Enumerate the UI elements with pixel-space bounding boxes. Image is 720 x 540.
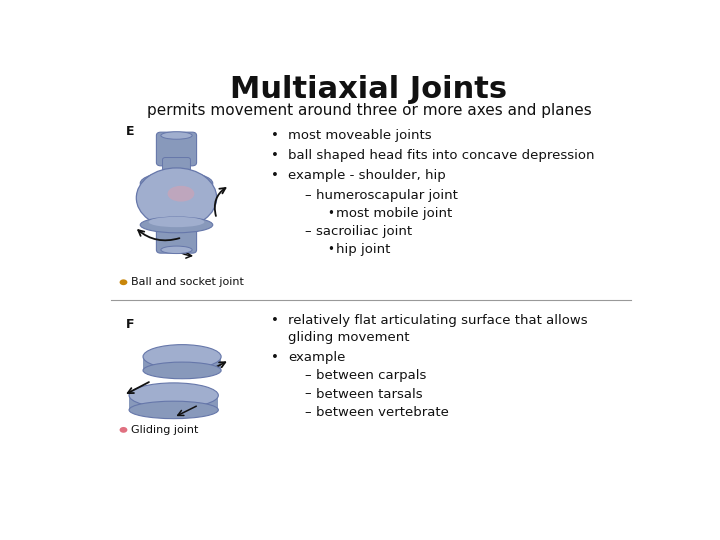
Text: Multiaxial Joints: Multiaxial Joints: [230, 75, 508, 104]
Ellipse shape: [140, 217, 213, 233]
Text: hip joint: hip joint: [336, 243, 390, 256]
Text: •: •: [271, 149, 279, 162]
Ellipse shape: [161, 246, 192, 254]
Circle shape: [136, 168, 217, 228]
Ellipse shape: [143, 362, 221, 379]
Text: permits movement around three or more axes and planes: permits movement around three or more ax…: [147, 103, 591, 118]
Text: example - shoulder, hip: example - shoulder, hip: [288, 169, 446, 182]
Text: F: F: [126, 319, 135, 332]
Text: between carpals: between carpals: [316, 369, 426, 382]
Text: •: •: [271, 351, 279, 364]
FancyBboxPatch shape: [129, 394, 218, 410]
Text: example: example: [288, 351, 346, 364]
FancyBboxPatch shape: [156, 219, 197, 253]
Ellipse shape: [129, 383, 218, 408]
Text: relatively flat articulating surface that allows: relatively flat articulating surface tha…: [288, 314, 588, 327]
Text: Ball and socket joint: Ball and socket joint: [131, 277, 243, 287]
Text: humeroscapular joint: humeroscapular joint: [316, 189, 458, 202]
Text: between vertebrate: between vertebrate: [316, 406, 449, 419]
Text: ball shaped head fits into concave depression: ball shaped head fits into concave depre…: [288, 149, 595, 162]
Text: •: •: [327, 243, 334, 256]
Text: most mobile joint: most mobile joint: [336, 207, 451, 220]
Ellipse shape: [148, 217, 204, 227]
Text: –: –: [305, 388, 312, 401]
Text: Gliding joint: Gliding joint: [131, 425, 198, 435]
Text: •: •: [271, 314, 279, 327]
Text: –: –: [305, 406, 312, 419]
Text: –: –: [305, 369, 312, 382]
Text: between tarsals: between tarsals: [316, 388, 423, 401]
FancyBboxPatch shape: [163, 158, 190, 174]
Text: most moveable joints: most moveable joints: [288, 129, 432, 142]
Text: gliding movement: gliding movement: [288, 331, 410, 344]
FancyBboxPatch shape: [143, 356, 221, 370]
Text: –: –: [305, 225, 312, 238]
Ellipse shape: [140, 172, 213, 195]
Ellipse shape: [129, 401, 218, 418]
Text: sacroiliac joint: sacroiliac joint: [316, 225, 412, 238]
Text: •: •: [271, 169, 279, 182]
Text: •: •: [327, 207, 334, 220]
Text: •: •: [271, 129, 279, 142]
FancyBboxPatch shape: [156, 132, 197, 166]
Circle shape: [120, 279, 127, 285]
Circle shape: [120, 427, 127, 433]
Ellipse shape: [168, 186, 194, 201]
Text: –: –: [305, 189, 312, 202]
Ellipse shape: [161, 132, 192, 139]
Text: E: E: [126, 125, 135, 138]
Ellipse shape: [143, 345, 221, 369]
